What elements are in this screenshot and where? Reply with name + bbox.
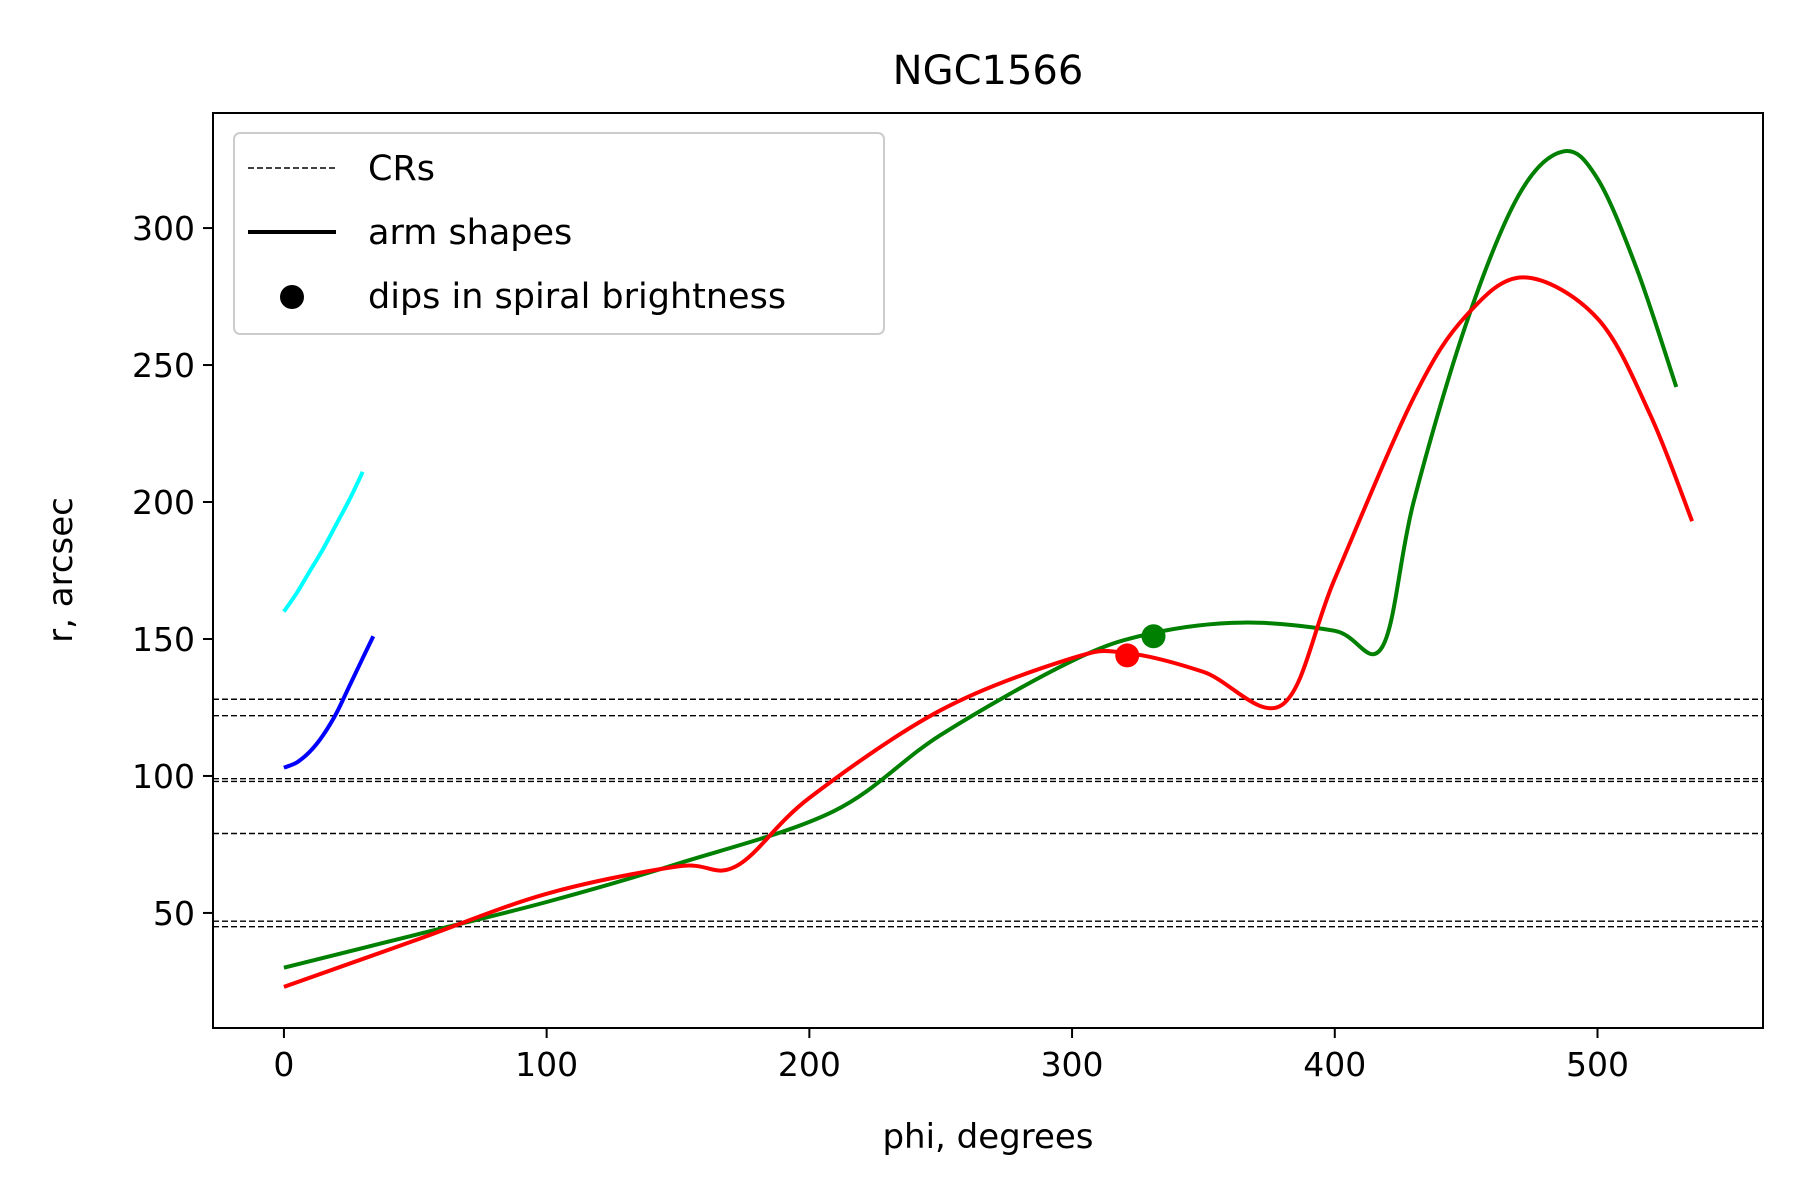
blue-arm-line [283, 635, 376, 770]
legend-label-crs: CRs [368, 149, 435, 189]
x-tick-label-100: 100 [515, 1045, 578, 1084]
x-tick-label-500: 500 [1566, 1045, 1629, 1084]
green-arm-line [283, 148, 1679, 970]
y-tick-label-200: 200 [132, 483, 195, 522]
x-tick-label-0: 0 [273, 1045, 294, 1084]
y-tick-label-100: 100 [132, 757, 195, 796]
red-arm-line [283, 275, 1694, 989]
dip-point-1 [1141, 624, 1166, 649]
x-axis-label: phi, degrees [882, 1117, 1093, 1157]
y-ticks: 50 100 150 200 250 300 [132, 209, 213, 933]
cyan-arm-line [282, 471, 365, 613]
y-tick-label-300: 300 [132, 209, 195, 248]
series-lines [282, 148, 1694, 989]
y-axis-label: r, arcsec [41, 497, 81, 643]
y-tick-label-50: 50 [153, 894, 195, 933]
x-tick-label-400: 400 [1303, 1045, 1366, 1084]
cr-lines [213, 698, 1763, 928]
y-tick-label-150: 150 [132, 620, 195, 659]
legend: CRs arm shapes dips in spiral brightness [233, 132, 885, 335]
x-ticks: 0 100 200 300 400 500 [273, 1028, 1629, 1084]
legend-swatch-dips [280, 285, 304, 309]
plot-frame [212, 112, 1764, 1029]
dip-markers [1115, 624, 1166, 668]
legend-label-dips: dips in spiral brightness [368, 277, 786, 317]
legend-label-arm-shapes: arm shapes [368, 213, 572, 253]
dip-point-0 [1115, 643, 1140, 668]
x-tick-label-200: 200 [778, 1045, 841, 1084]
chart-title: NGC1566 [893, 48, 1084, 94]
x-tick-label-300: 300 [1041, 1045, 1104, 1084]
legend-box [233, 132, 885, 335]
y-tick-label-250: 250 [132, 346, 195, 385]
